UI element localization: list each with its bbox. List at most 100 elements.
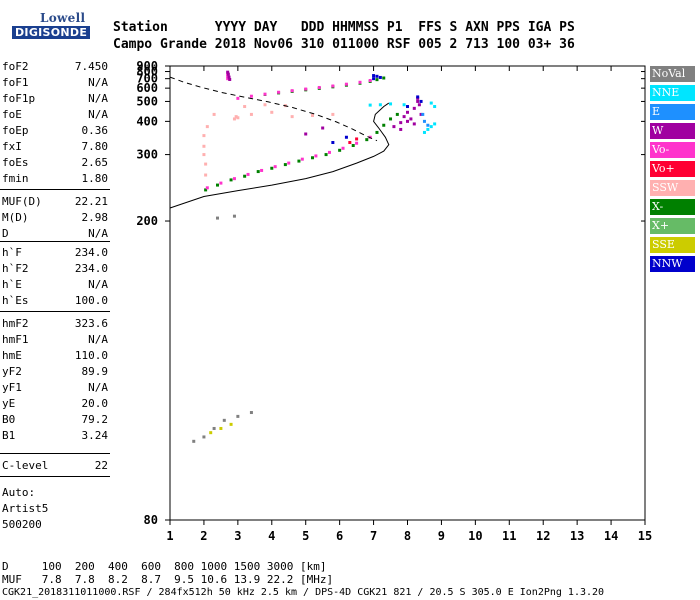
electron-density-profile bbox=[169, 102, 390, 209]
plot-frame bbox=[169, 65, 646, 521]
data-point bbox=[433, 105, 437, 109]
legend-item-w: W bbox=[650, 123, 695, 139]
param-name: foF2 bbox=[2, 60, 29, 73]
data-point bbox=[209, 431, 213, 435]
data-point bbox=[228, 77, 232, 81]
param-name: D bbox=[2, 227, 9, 240]
data-point bbox=[204, 188, 208, 192]
data-point bbox=[344, 135, 348, 139]
data-point bbox=[219, 426, 223, 430]
data-point bbox=[344, 82, 348, 86]
data-point bbox=[355, 137, 359, 141]
param-name: hmE bbox=[2, 349, 22, 362]
param-value: 7.450 bbox=[74, 60, 108, 73]
y-tick-label: 200 bbox=[136, 214, 158, 228]
data-point bbox=[270, 110, 274, 114]
param-row-c-level: C-level 22 bbox=[2, 459, 108, 472]
param-name: fmin bbox=[2, 172, 29, 185]
legend-item-x-: X- bbox=[650, 199, 695, 215]
param-value: 89.9 bbox=[81, 365, 109, 378]
param-value: 2.65 bbox=[81, 156, 109, 169]
y-tick-label: 500 bbox=[136, 94, 158, 108]
data-point bbox=[355, 141, 359, 145]
param-value: 22 bbox=[94, 459, 108, 472]
data-point bbox=[368, 79, 372, 83]
param-value: 3.24 bbox=[81, 429, 109, 442]
data-point bbox=[375, 74, 379, 78]
param-name: fxI bbox=[2, 140, 22, 153]
param-name: yE bbox=[2, 397, 16, 410]
data-point bbox=[375, 78, 379, 82]
data-point bbox=[202, 134, 206, 138]
param-row-h-es: h`Es 100.0 bbox=[2, 294, 108, 307]
legend-item-sse: SSE bbox=[650, 237, 695, 253]
data-point bbox=[227, 75, 231, 79]
param-value: 0.36 bbox=[81, 124, 109, 137]
x-tick-label: 15 bbox=[638, 529, 652, 543]
param-row-d: D N/A bbox=[2, 227, 108, 240]
panel-separator bbox=[0, 189, 110, 190]
data-point bbox=[416, 99, 420, 103]
data-point bbox=[204, 173, 208, 177]
data-point bbox=[406, 119, 409, 123]
x-tick-label: 10 bbox=[468, 529, 482, 543]
data-point bbox=[236, 414, 240, 418]
param-value: N/A bbox=[88, 76, 108, 89]
param-row-fof2: foF2 7.450 bbox=[2, 60, 108, 73]
param-row-hme: hmE 110.0 bbox=[2, 349, 108, 362]
data-point bbox=[321, 126, 325, 130]
x-tick-label: 11 bbox=[502, 529, 516, 543]
param-name: B1 bbox=[2, 429, 16, 442]
data-point bbox=[421, 112, 425, 116]
data-point bbox=[412, 122, 416, 126]
param-name: hmF1 bbox=[2, 333, 29, 346]
y-tick-label: 300 bbox=[136, 148, 158, 162]
data-point bbox=[358, 80, 362, 84]
data-point bbox=[249, 112, 253, 116]
param-value: 110.0 bbox=[74, 349, 108, 362]
param-value: N/A bbox=[88, 227, 108, 240]
data-point bbox=[204, 162, 208, 166]
data-point bbox=[392, 125, 396, 129]
data-point bbox=[226, 77, 230, 81]
data-point bbox=[226, 72, 230, 76]
param-value: 79.2 bbox=[81, 413, 109, 426]
data-point bbox=[382, 76, 386, 80]
legend-item-nne: NNE bbox=[650, 85, 695, 101]
data-point bbox=[192, 439, 196, 443]
y-tick-label: 600 bbox=[136, 81, 158, 95]
param-row-fxi: fxI 7.80 bbox=[2, 140, 108, 153]
data-point bbox=[417, 103, 421, 107]
legend-item-e: E bbox=[650, 104, 695, 120]
data-point bbox=[287, 161, 291, 165]
param-value: N/A bbox=[88, 381, 108, 394]
data-point bbox=[422, 119, 426, 123]
panel-separator bbox=[0, 241, 110, 242]
legend-item-noval: NoVal bbox=[650, 66, 695, 82]
data-point bbox=[304, 87, 308, 91]
param-name: yF1 bbox=[2, 381, 22, 394]
x-tick-label: 13 bbox=[570, 529, 584, 543]
data-point bbox=[378, 103, 382, 107]
footer-distance-row: D 100 200 400 600 800 1000 1500 3000 [km… bbox=[2, 560, 327, 573]
logo-lowell: Lowell bbox=[40, 11, 86, 25]
data-point bbox=[331, 84, 335, 88]
data-point bbox=[222, 418, 226, 422]
param-row-foes: foEs 2.65 bbox=[2, 156, 108, 169]
x-tick-label: 9 bbox=[438, 529, 445, 543]
header-row-1: Station YYYY DAY DDD HHMMSS P1 FFS S AXN… bbox=[113, 20, 575, 35]
data-point bbox=[426, 127, 430, 131]
data-point bbox=[395, 112, 399, 116]
data-point bbox=[202, 144, 206, 148]
data-point bbox=[290, 89, 294, 93]
data-point bbox=[409, 117, 413, 121]
data-point bbox=[260, 168, 264, 172]
y-tick-label: 400 bbox=[136, 114, 158, 128]
param-name: h`Es bbox=[2, 294, 29, 307]
data-point bbox=[216, 216, 219, 220]
panel-separator bbox=[0, 311, 110, 312]
data-point bbox=[375, 130, 379, 134]
param-row-fof1: foF1 N/A bbox=[2, 76, 108, 89]
data-point bbox=[422, 130, 426, 134]
panel-separator bbox=[0, 453, 110, 454]
